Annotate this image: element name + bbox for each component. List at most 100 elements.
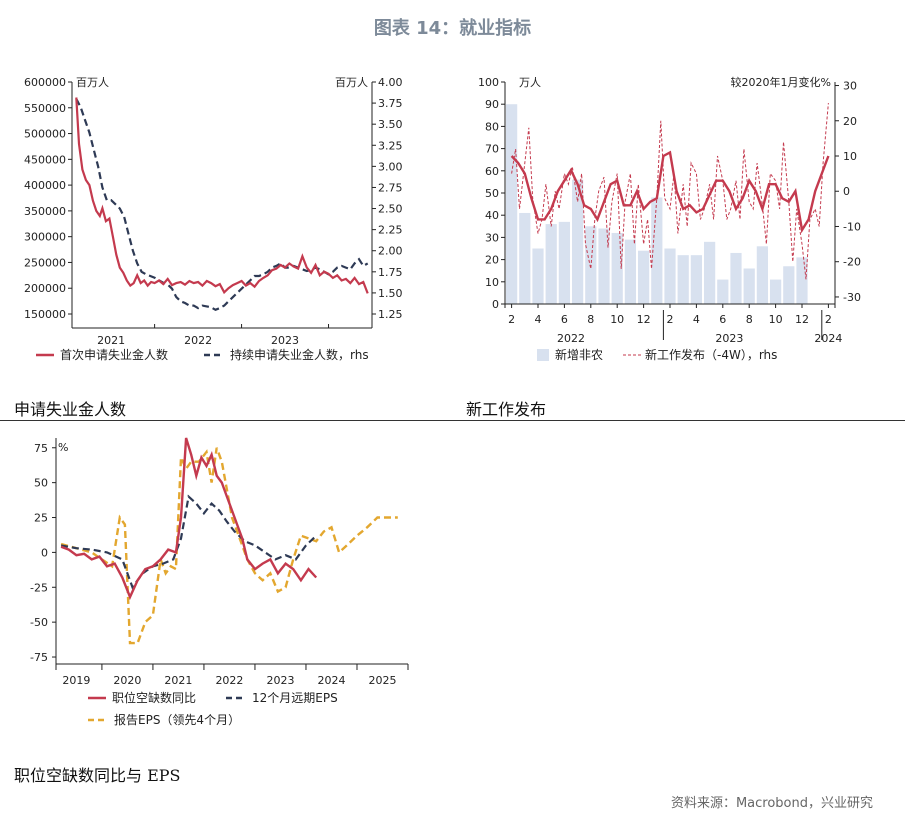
y-tick-label-left: 350000 [24,205,66,218]
x-tick-label: 8 [746,313,753,326]
y-tick-label-left: 90 [485,98,499,111]
bar-nonfarm [651,197,663,304]
bar-nonfarm [624,239,637,304]
right-unit-label: 百万人 [335,76,368,89]
legend-label-forward-eps: 12个月远期EPS [252,691,338,705]
bar-nonfarm [598,228,610,304]
series-forward-eps [60,494,317,590]
y-tick-label-right: 20 [843,115,857,128]
bar-nonfarm [703,241,716,304]
bar-nonfarm [756,246,769,304]
y-tick-label-left: 250000 [24,256,66,269]
year-label: 2023 [715,332,743,345]
y-tick-label-left: 70 [485,143,499,156]
legend-label-vacancies: 职位空缺数同比 [112,690,196,705]
x-tick-label: 2022 [184,334,212,347]
chart-initial-claims: 600000 550000 500000 450000 400000 350000 3000… [0,60,440,375]
y-tick-label-right: -20 [843,256,861,269]
unit-label: % [58,441,68,454]
y-tick-label: 75 [34,442,48,455]
x-tick-label: 12 [637,313,651,326]
y-tick-label-left: 150000 [24,308,66,321]
x-tick-label: 10 [610,313,624,326]
series-reported-eps [60,447,398,645]
y-tick-label-right: 2.50 [378,203,403,216]
y-tick-label-right: -10 [843,220,861,233]
bar-nonfarm [611,232,623,304]
x-tick-label: 2025 [368,674,396,687]
x-tick-label: 8 [587,313,594,326]
series-continuing-claims [75,98,369,312]
y-tick-label-left: 450000 [24,153,66,166]
year-label: 2022 [557,332,585,345]
y-tick-label-left: 80 [485,120,499,133]
bar-nonfarm [690,255,703,304]
bar-nonfarm [571,179,584,304]
series-vacancies [60,437,318,601]
bar-nonfarm [783,266,795,304]
y-tick-label: -50 [30,616,48,629]
y-tick-label-left: 300000 [24,231,66,244]
x-tick-label: 10 [769,313,783,326]
x-tick-label: 2021 [97,334,125,347]
legend-label-initial: 首次申请失业金人数 [60,347,168,362]
y-tick-label-right: 3.75 [378,97,403,110]
y-tick-label-left: 10 [485,276,499,289]
section-divider [0,420,905,421]
y-tick-label-left: 20 [485,254,499,267]
y-tick-label: 0 [41,546,48,559]
legend-swatch-nonfarm [537,349,549,361]
y-tick-label: 25 [34,512,48,525]
y-tick-label-right: 30 [843,80,857,93]
caption-vacancies: 职位空缺数同比与 EPS [14,766,181,785]
bar-nonfarm [717,279,729,304]
y-tick-label-left: 200000 [24,282,66,295]
y-tick-label-right: 1.75 [378,266,403,279]
bar-nonfarm [743,268,755,304]
claims-chart-svg: 600000 550000 500000 450000 400000 350000 3000… [24,76,403,362]
y-tick-label-left: 550000 [24,102,66,115]
y-tick-label-left: 50 [485,187,499,200]
year-label: 2024 [814,332,842,345]
bar-nonfarm [664,248,676,304]
x-tick-label: 4 [535,313,542,326]
x-tick-label: 2023 [266,674,294,687]
x-tick-label: 2023 [271,334,299,347]
bar-nonfarm [558,221,571,304]
y-tick-label-left: 60 [485,165,499,178]
y-tick-label-right: 0 [843,185,850,198]
x-tick-label: 2 [508,313,515,326]
y-tick-label-left: 500000 [24,128,66,141]
x-tick-label: 2022 [215,674,243,687]
legend-label-reported-eps: 报告EPS（领先4个月） [114,712,240,727]
x-tick-label: 2 [667,313,674,326]
right-unit-label: 较2020年1月变化% [731,75,831,89]
y-tick-label-right: -30 [843,291,861,304]
chart-job-postings: 100 90 80 70 60 50 40 30 20 10 0 30 20 10 0 -10 -20 -30 万人… [455,60,905,375]
y-tick-label-left: 40 [485,209,499,222]
bar-nonfarm [796,257,808,304]
bar-nonfarm [677,255,689,304]
bar-nonfarm [519,212,531,304]
x-tick-label: 6 [561,313,568,326]
y-tick-label-right: 10 [843,150,857,163]
bar-nonfarm [505,104,518,304]
legend-label-nonfarm: 新增非农 [555,347,603,362]
x-tick-label: 12 [795,313,809,326]
y-tick-label-right: 4.00 [378,76,403,89]
y-tick-label-right: 3.25 [378,139,403,152]
bar-nonfarm [637,250,650,304]
bar-nonfarm [545,224,557,304]
vacancies-eps-chart-svg: 75 50 25 0 -25 -50 -75% 2019 2020 2021 2022 2023 202… [30,437,409,727]
y-tick-label-left: 600000 [24,76,66,89]
figure-title: 图表 14：就业指标 [373,18,532,39]
y-tick-label-left: 0 [492,298,499,311]
series-postings-weekly [511,103,829,280]
x-tick-label: 2020 [113,674,141,687]
left-unit-label: 万人 [519,76,541,89]
legend-label-postings: 新工作发布（-4W），rhs [645,347,777,362]
bar-nonfarm [532,248,544,304]
y-tick-label-right: 2.00 [378,245,403,258]
bar-nonfarm [769,279,782,304]
left-unit-label: 百万人 [76,76,109,89]
